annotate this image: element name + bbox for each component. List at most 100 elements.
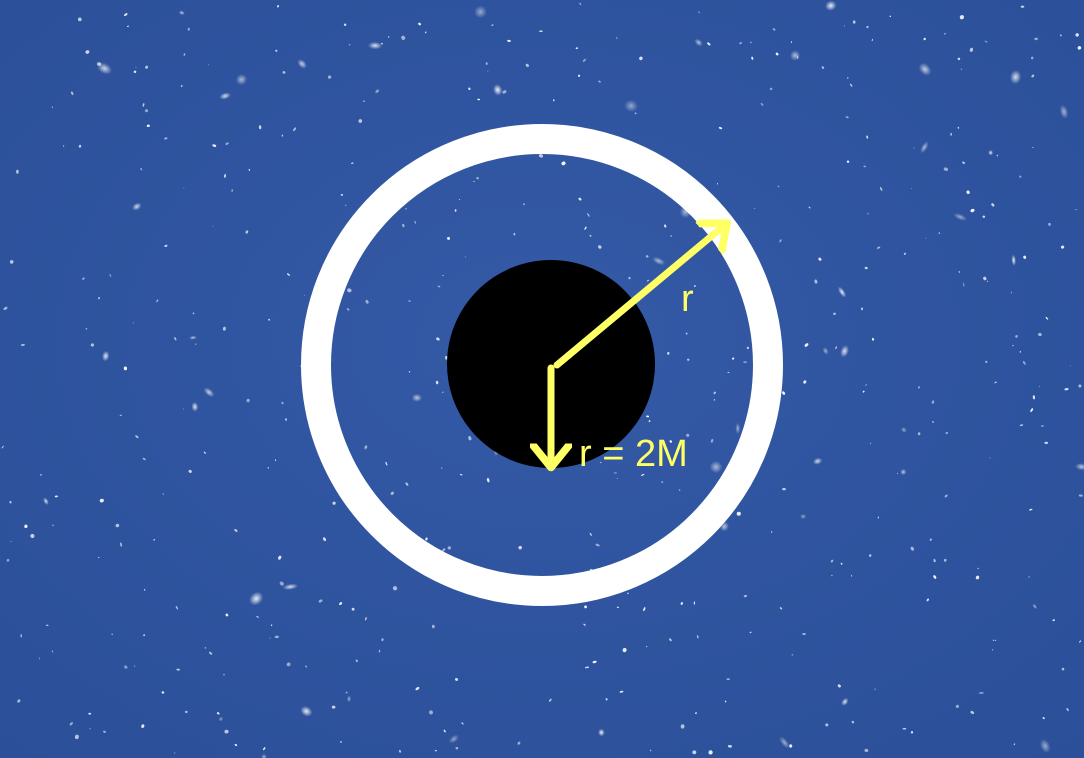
galaxy <box>582 58 586 62</box>
galaxy <box>1044 441 1048 445</box>
galaxy <box>938 232 941 234</box>
galaxy <box>97 556 100 558</box>
galaxy <box>652 256 666 266</box>
galaxy <box>263 747 266 751</box>
galaxy <box>959 15 965 20</box>
galaxy <box>99 498 104 503</box>
galaxy <box>970 208 975 213</box>
galaxy <box>249 591 264 606</box>
galaxy <box>791 654 794 656</box>
galaxy <box>708 750 713 755</box>
galaxy <box>513 232 516 236</box>
galaxy <box>378 649 381 653</box>
galaxy <box>454 209 457 212</box>
galaxy <box>685 332 688 335</box>
galaxy <box>175 605 179 610</box>
galaxy <box>707 42 711 46</box>
galaxy <box>645 255 649 258</box>
galaxy <box>424 31 427 34</box>
galaxy <box>144 589 146 591</box>
galaxy <box>970 710 975 715</box>
galaxy <box>134 665 136 667</box>
galaxy <box>278 555 282 560</box>
galaxy <box>743 595 748 598</box>
galaxy <box>727 371 730 373</box>
galaxy <box>282 583 299 590</box>
galaxy <box>98 296 100 300</box>
galaxy <box>286 662 291 667</box>
galaxy <box>523 203 526 206</box>
galaxy <box>943 167 949 171</box>
galaxy <box>164 244 168 247</box>
galaxy <box>285 418 287 421</box>
galaxy <box>363 100 365 103</box>
galaxy <box>782 391 786 395</box>
galaxy <box>716 183 719 185</box>
galaxy <box>327 75 332 79</box>
galaxy <box>802 633 806 635</box>
galaxy <box>346 308 350 311</box>
galaxy <box>920 141 929 154</box>
galaxy <box>731 357 735 360</box>
galaxy <box>1023 255 1027 259</box>
galaxy <box>293 127 297 132</box>
galaxy <box>796 55 799 59</box>
galaxy <box>155 298 159 303</box>
galaxy <box>782 487 786 491</box>
galaxy <box>347 288 352 293</box>
galaxy <box>669 638 672 642</box>
galaxy <box>923 37 926 41</box>
galaxy <box>223 174 227 178</box>
galaxy <box>191 401 199 412</box>
galaxy <box>10 541 12 542</box>
galaxy <box>583 623 586 626</box>
galaxy <box>840 345 850 358</box>
galaxy <box>398 749 402 753</box>
galaxy <box>587 213 590 217</box>
galaxy <box>648 420 651 423</box>
galaxy <box>1032 603 1038 610</box>
galaxy <box>896 472 898 475</box>
galaxy <box>771 530 773 534</box>
galaxy <box>995 639 997 641</box>
galaxy <box>622 647 627 653</box>
galaxy <box>16 169 19 174</box>
galaxy <box>818 257 822 261</box>
galaxy <box>624 99 638 112</box>
galaxy <box>434 750 438 752</box>
galaxy <box>405 482 409 486</box>
galaxy <box>643 607 646 612</box>
galaxy <box>775 52 779 56</box>
galaxy <box>468 436 472 441</box>
galaxy <box>144 109 149 113</box>
galaxy <box>969 47 974 52</box>
galaxy <box>616 478 618 480</box>
galaxy <box>864 266 868 270</box>
galaxy <box>231 189 233 192</box>
galaxy <box>877 516 880 519</box>
galaxy <box>628 276 631 280</box>
galaxy <box>1075 33 1079 37</box>
galaxy <box>176 668 180 671</box>
galaxy <box>1075 209 1077 211</box>
galaxy <box>1015 335 1018 338</box>
galaxy <box>917 432 921 436</box>
galaxy <box>992 639 995 641</box>
galaxy <box>78 144 82 148</box>
galaxy <box>1032 146 1034 148</box>
galaxy <box>847 77 849 79</box>
galaxy <box>646 645 648 648</box>
galaxy <box>986 280 989 282</box>
galaxy <box>436 337 440 341</box>
galaxy <box>355 659 358 663</box>
galaxy <box>667 351 670 355</box>
galaxy <box>917 386 921 389</box>
galaxy <box>966 190 970 194</box>
galaxy <box>435 380 439 385</box>
galaxy <box>693 285 696 288</box>
galaxy <box>331 705 336 709</box>
galaxy <box>750 41 752 44</box>
galaxy <box>984 40 989 43</box>
galaxy <box>348 43 351 46</box>
galaxy <box>414 220 416 224</box>
